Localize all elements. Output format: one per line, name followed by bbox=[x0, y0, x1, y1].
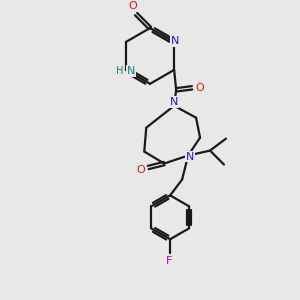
Text: N: N bbox=[186, 152, 194, 162]
Text: N: N bbox=[171, 36, 179, 46]
Text: F: F bbox=[166, 256, 172, 266]
Text: N: N bbox=[127, 66, 135, 76]
Text: O: O bbox=[196, 83, 204, 93]
Text: N: N bbox=[170, 97, 178, 107]
Text: O: O bbox=[129, 1, 137, 11]
Text: H: H bbox=[116, 66, 124, 76]
Text: O: O bbox=[136, 164, 145, 175]
